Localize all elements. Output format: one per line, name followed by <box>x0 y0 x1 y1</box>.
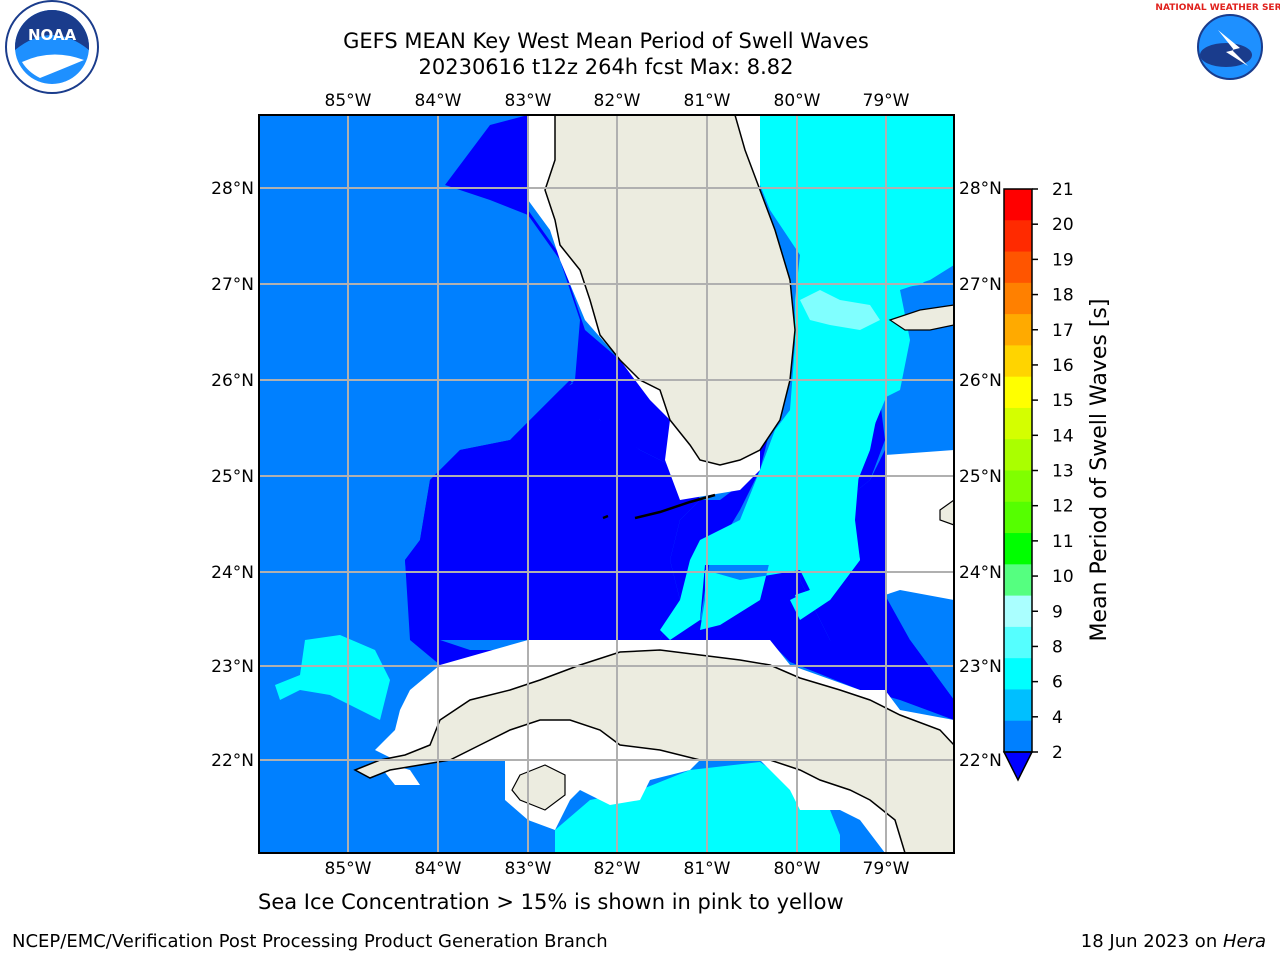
colorbar-swatch <box>1004 626 1032 659</box>
lat-label: 24°N <box>959 563 1002 583</box>
colorbar-swatch <box>1004 658 1032 690</box>
colorbar-swatch <box>1004 220 1032 253</box>
lon-labels-bottom: 85°W 84°W 83°W 82°W 81°W 80°W 79°W <box>325 859 910 879</box>
nws-logo: NATIONAL WEATHER SERVICE <box>1155 1 1280 93</box>
colorbar-tick-label: 19 <box>1052 250 1074 270</box>
colorbar-tick-label: 12 <box>1052 497 1074 517</box>
lat-label: 23°N <box>211 657 254 677</box>
colorbar-tick-label: 18 <box>1052 286 1074 306</box>
lat-labels-right: 28°N 27°N 26°N 25°N 24°N 23°N 22°N <box>959 179 1002 771</box>
colorbar-swatch <box>1004 189 1032 221</box>
colorbar-tick-label: 15 <box>1052 391 1074 411</box>
colorbar-swatch <box>1004 345 1032 378</box>
lon-label: 83°W <box>505 859 552 879</box>
colorbar-label: Mean Period of Swell Waves [s] <box>1087 299 1112 642</box>
lat-label: 28°N <box>211 179 254 199</box>
lat-label: 23°N <box>959 657 1002 677</box>
colorbar-swatch <box>1004 282 1032 315</box>
lat-label: 25°N <box>211 467 254 487</box>
lat-label: 22°N <box>959 751 1002 771</box>
colorbar <box>1002 188 1034 782</box>
chart-title: GEFS MEAN Key West Mean Period of Swell … <box>343 29 869 53</box>
lon-label: 80°W <box>774 859 821 879</box>
colorbar-swatch <box>1004 689 1032 722</box>
colorbar-tick-label: 14 <box>1052 426 1074 446</box>
svg-text:NATIONAL WEATHER SERVICE: NATIONAL WEATHER SERVICE <box>1155 3 1280 13</box>
lat-label: 27°N <box>959 275 1002 295</box>
colorbar-tick-label: 2 <box>1052 743 1063 763</box>
colorbar-swatch <box>1004 595 1032 628</box>
colorbar-swatch <box>1004 501 1032 534</box>
colorbar-tick-label: 11 <box>1052 532 1074 552</box>
ice-note: Sea Ice Concentration > 15% is shown in … <box>258 890 844 914</box>
noaa-logo: NOAA <box>5 0 99 94</box>
lon-label: 84°W <box>415 91 462 111</box>
colorbar-swatch <box>1004 439 1032 471</box>
colorbar-swatch <box>1004 564 1032 597</box>
lon-label: 81°W <box>684 91 731 111</box>
chart-subtitle: 20230616 t12z 264h fcst Max: 8.82 <box>418 55 794 79</box>
colorbar-swatch <box>1004 533 1032 565</box>
lat-label: 25°N <box>959 467 1002 487</box>
footer-org: NCEP/EMC/Verification Post Processing Pr… <box>12 931 608 952</box>
colorbar-tick-label: 4 <box>1052 708 1063 728</box>
lon-label: 79°W <box>863 859 910 879</box>
colorbar-tick-label: 20 <box>1052 215 1074 235</box>
lon-label: 81°W <box>684 859 731 879</box>
colorbar-tick-label: 21 <box>1052 180 1074 200</box>
colorbar-swatch <box>1004 314 1032 346</box>
colorbar-swatch <box>1004 470 1032 503</box>
footer-host: Hera <box>1222 931 1266 952</box>
lat-label: 28°N <box>959 179 1002 199</box>
footer-date: 18 Jun 2023 on Hera <box>1081 931 1266 952</box>
lat-label: 26°N <box>211 371 254 391</box>
lon-label: 79°W <box>863 91 910 111</box>
lon-label: 80°W <box>774 91 821 111</box>
lat-label: 27°N <box>211 275 254 295</box>
lon-label: 82°W <box>594 859 641 879</box>
lat-label: 24°N <box>211 563 254 583</box>
lon-label: 84°W <box>415 859 462 879</box>
svg-text:NOAA: NOAA <box>28 26 77 44</box>
map-panel <box>258 114 955 854</box>
colorbar-ticks: 21 20 19 18 17 16 15 14 13 12 11 10 9 8 6 4 2 <box>1032 180 1074 763</box>
footer-date-text: 18 Jun 2023 on <box>1080 931 1223 952</box>
colorbar-tick-label: 13 <box>1052 462 1074 482</box>
colorbar-swatch <box>1004 251 1032 284</box>
lon-label: 82°W <box>594 91 641 111</box>
colorbar-tick-label: 10 <box>1052 567 1074 587</box>
colorbar-tick-label: 6 <box>1052 673 1063 693</box>
lon-label: 83°W <box>505 91 552 111</box>
lat-label: 26°N <box>959 371 1002 391</box>
colorbar-tick-label: 8 <box>1052 637 1063 657</box>
colorbar-tick-label: 9 <box>1052 602 1063 622</box>
lon-label: 85°W <box>325 859 372 879</box>
lon-labels-top: 85°W 84°W 83°W 82°W 81°W 80°W 79°W <box>325 91 910 111</box>
colorbar-tick-label: 16 <box>1052 356 1074 376</box>
colorbar-swatch <box>1004 407 1032 440</box>
colorbar-swatch <box>1004 376 1032 409</box>
lat-label: 22°N <box>211 751 254 771</box>
colorbar-swatch <box>1004 720 1032 753</box>
lon-label: 85°W <box>325 91 372 111</box>
colorbar-extension <box>1002 751 1034 782</box>
lat-labels-left: 28°N 27°N 26°N 25°N 24°N 23°N 22°N <box>211 179 254 771</box>
colorbar-tick-label: 17 <box>1052 321 1074 341</box>
gridlines <box>259 115 954 853</box>
